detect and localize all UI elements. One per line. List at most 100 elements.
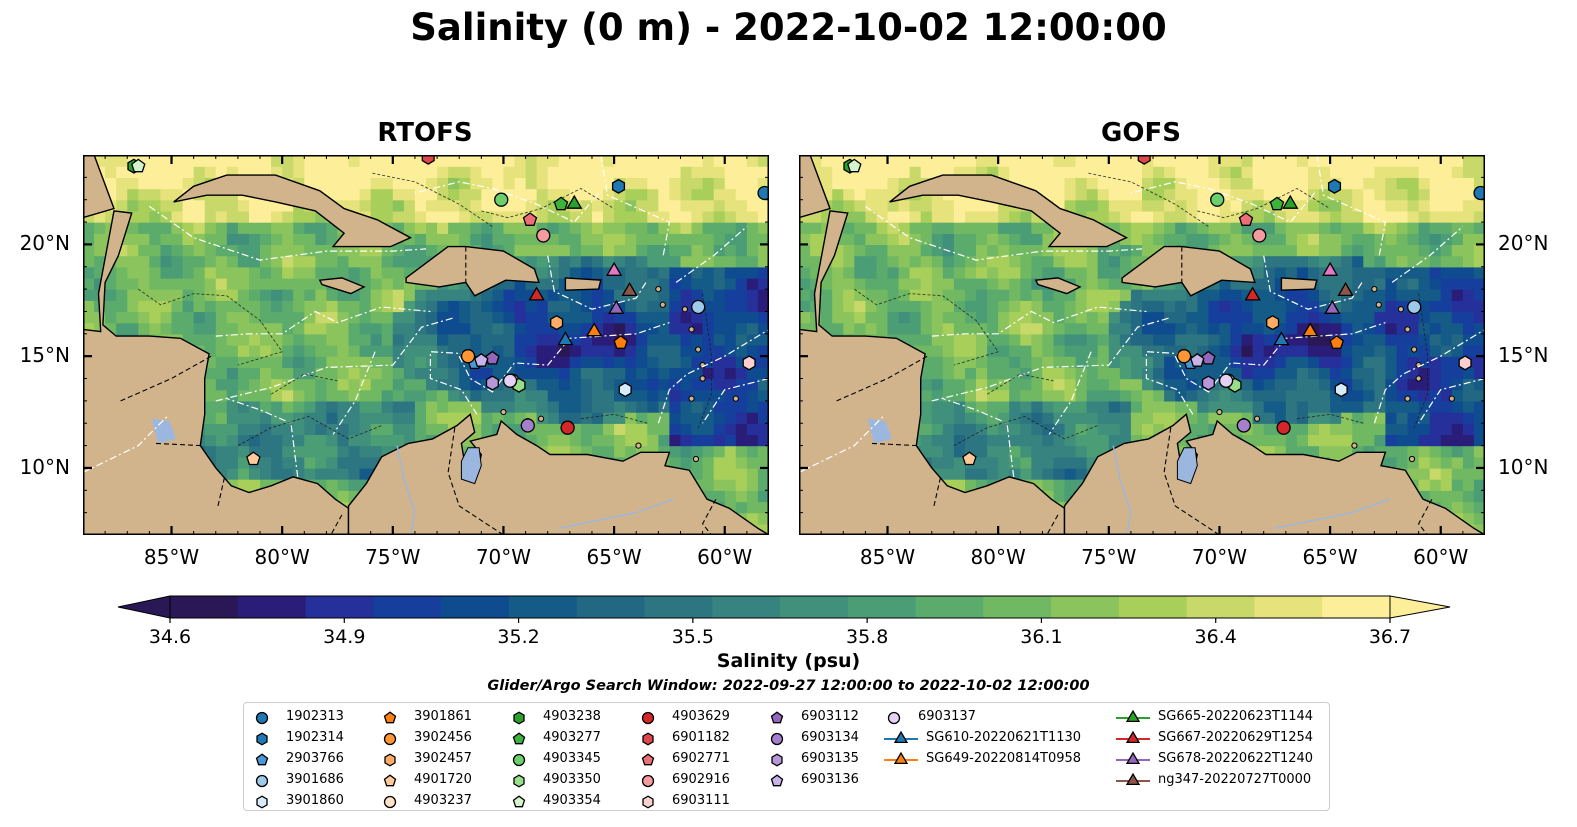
legend-marker (513, 774, 525, 788)
platform-marker-sg678-20220622t1240 (608, 299, 625, 314)
legend-marker (641, 753, 655, 766)
figure-title: Salinity (0 m) - 2022-10-02 12:00:00 (410, 6, 1167, 49)
colorbar-tick-label: 34.9 (323, 626, 365, 648)
panel-title-gofs: GOFS (1101, 118, 1181, 148)
platform-marker-6903136 (1190, 352, 1205, 367)
legend-label: ng347-20220727T0000 (1158, 772, 1312, 787)
legend-marker-icon (770, 711, 784, 724)
lon-tick-right-5: 60°W (1413, 545, 1469, 569)
legend-marker (642, 732, 654, 746)
gofs-salinity-map (799, 155, 1485, 535)
legend-marker (255, 753, 269, 766)
legend-marker-icon (384, 753, 396, 767)
platform-marker-4903345 (494, 192, 509, 207)
lat-tick-right-0: 20°N (1498, 231, 1549, 256)
lat-tick-left-1: 15°N (19, 343, 70, 368)
legend-marker (893, 730, 909, 744)
platform-marker-1902313 (757, 185, 769, 201)
bathymetry-contours (854, 172, 1428, 446)
legend-marker-icon (641, 753, 655, 766)
legend-marker (893, 751, 909, 765)
platform-marker-4903277 (1269, 196, 1285, 211)
legend-label: SG678-20220622T1240 (1158, 751, 1314, 766)
platform-marker-3901861 (1329, 335, 1344, 349)
platform-marker-6902916 (536, 228, 551, 243)
colorbar-segment (1254, 596, 1323, 618)
platform-marker-6901182 (421, 155, 435, 165)
platform-marker-sg667-20220629t1254 (1244, 286, 1261, 301)
colorbar-segment (712, 596, 781, 618)
rtofs-salinity-map (83, 155, 769, 535)
platform-marker-sg678-20220622t1240 (1324, 299, 1341, 314)
lon-tick-left-5: 60°W (697, 545, 753, 569)
salinity-colorbar: 34.6 34.9 35.2 35.5 35.8 36.1 36.4 36.7 (117, 595, 1451, 648)
legend-marker (770, 732, 784, 746)
rivers (1112, 445, 1391, 535)
legend-marker-icon (383, 732, 397, 746)
country-borders (836, 246, 1433, 535)
legend-marker (771, 753, 783, 767)
legend-marker (1125, 730, 1141, 744)
legend-label: 1902314 (286, 730, 344, 745)
platform-marker-3901861 (613, 335, 628, 349)
legend-label: 2903766 (286, 751, 344, 766)
platform-marker-6903112 (485, 350, 500, 365)
platform-marker-4903354 (847, 158, 862, 173)
lake-maracaibo (460, 447, 482, 485)
colorbar-extend-low (117, 595, 171, 619)
platform-marker-6903112 (1201, 350, 1216, 365)
platform-marker-3901860 (618, 382, 632, 398)
colorbar-segment (305, 596, 374, 618)
legend-marker (641, 774, 655, 788)
platform-marker-3901860 (1334, 382, 1348, 398)
legend-label: SG649-20220814T0958 (926, 751, 1082, 766)
platform-marker-6901182 (1137, 155, 1151, 165)
legend-marker-icon (884, 751, 918, 765)
legend-label: SG667-20220629T1254 (1158, 730, 1314, 745)
legend-marker-icon (255, 753, 269, 766)
colorbar-tick-label: 36.4 (1195, 626, 1237, 648)
legend-label: 6903137 (918, 709, 976, 724)
eez-boundaries (83, 155, 769, 477)
colorbar-segment (373, 596, 442, 618)
legend-label: 6902916 (672, 772, 730, 787)
platform-marker-6902771 (522, 212, 538, 226)
colorbar-extend-high (1389, 595, 1451, 619)
country-borders (120, 246, 717, 535)
platform-marker-4903629 (560, 420, 575, 435)
platform-marker-3902457 (1266, 315, 1280, 331)
colorbar-segment (1051, 596, 1120, 618)
legend-marker-icon (1116, 709, 1150, 723)
platform-marker-6902771 (1238, 212, 1254, 226)
platform-marker-4901720 (246, 451, 261, 466)
platform-marker-6903134 (520, 418, 535, 433)
lat-tick-right-1: 15°N (1498, 343, 1549, 368)
platform-marker-sg610-20220621t1130 (1273, 331, 1290, 346)
legend-marker-icon (1116, 751, 1150, 765)
legend-marker (770, 774, 784, 787)
platform-marker-ng347-20220727t0000 (1337, 281, 1354, 297)
legend-marker (383, 711, 397, 724)
legend-marker-icon (1116, 730, 1150, 744)
platform-marker-ng357-20220803t0000 (605, 261, 623, 276)
legend-label: 6903134 (801, 730, 859, 745)
legend-label: 4903345 (543, 751, 601, 766)
legend-marker (512, 753, 526, 767)
platform-marker-3901686 (691, 299, 706, 315)
map-frame (799, 155, 1485, 535)
legend-label: 6903111 (672, 793, 730, 808)
legend-label: 6903136 (801, 772, 859, 787)
platform-marker-6903137 (502, 373, 518, 388)
map-frame (83, 155, 769, 535)
legend-marker-icon (1116, 772, 1150, 786)
lake-nicaragua (867, 418, 892, 444)
platform-marker-1902314 (611, 178, 626, 194)
platform-marker-6903136 (474, 352, 489, 367)
platform-marker-4901720 (962, 451, 977, 466)
platform-marker-6903137 (1218, 373, 1234, 388)
lat-tick-left-0: 20°N (19, 231, 70, 256)
platform-legend: 1902313 1902314 2903766 3901686 3901860 39018… (243, 702, 1330, 811)
legend-marker (641, 711, 655, 725)
legend-marker (887, 711, 901, 725)
platform-marker-1902313 (1473, 185, 1485, 201)
